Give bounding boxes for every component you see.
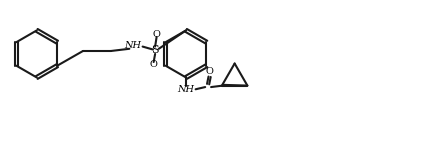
- Text: S: S: [151, 45, 158, 55]
- Text: O: O: [153, 30, 160, 38]
- Text: O: O: [205, 67, 213, 76]
- Text: NH: NH: [124, 41, 141, 50]
- Text: O: O: [150, 60, 157, 70]
- Text: NH: NH: [177, 85, 194, 94]
